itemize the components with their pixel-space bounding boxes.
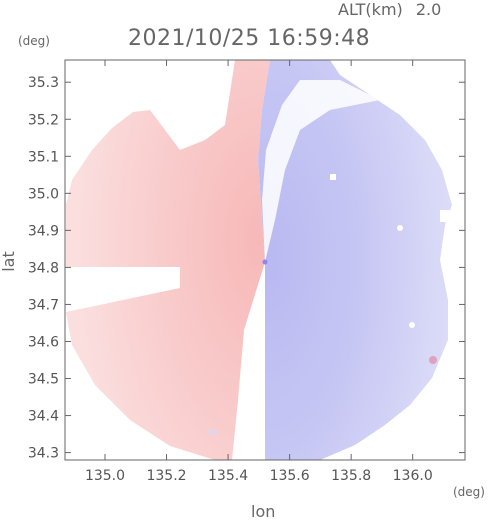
x-axis-title: lon <box>251 502 276 521</box>
negative-velocity-region <box>258 60 452 460</box>
echo-speckle <box>429 356 437 364</box>
echo-speckle <box>409 322 415 328</box>
y-tick-label: 34.6 <box>28 334 59 350</box>
positive-velocity-region <box>66 60 270 460</box>
echo-speckle <box>209 429 215 435</box>
x-tick-label: 135.6 <box>270 468 310 484</box>
x-tick-label: 136.0 <box>393 468 433 484</box>
y-tick-label: 35.3 <box>28 75 59 91</box>
radar-site-marker <box>262 259 268 265</box>
chart-title: 2021/10/25 16:59:48 <box>128 26 371 51</box>
y-tick-label: 34.3 <box>28 446 59 462</box>
altitude-name: ALT(km) <box>338 0 403 19</box>
y-tick-label: 34.9 <box>28 223 59 239</box>
x-tick-label: 135.0 <box>85 468 125 484</box>
plot-frame <box>64 59 466 461</box>
x-tick-label: 135.8 <box>331 468 371 484</box>
y-tick-label: 35.1 <box>28 149 59 165</box>
x-tick-label: 135.2 <box>146 468 186 484</box>
x-tick-label: 135.4 <box>208 468 248 484</box>
x-unit-label: (deg) <box>453 485 485 499</box>
y-tick-label: 34.8 <box>28 260 59 276</box>
echo-speckle <box>397 225 403 231</box>
y-unit-label: (deg) <box>18 34 50 48</box>
zero-velocity-band-north <box>262 80 380 262</box>
zero-velocity-band-south <box>232 262 265 460</box>
altitude-label: ALT(km) 2.0 <box>338 0 441 19</box>
y-tick-label: 34.5 <box>28 372 59 388</box>
y-tick-label: 35.2 <box>28 112 59 128</box>
y-tick-label: 35.0 <box>28 186 59 202</box>
altitude-value: 2.0 <box>415 0 442 19</box>
y-tick-label: 34.7 <box>28 297 59 313</box>
echo-speckle <box>440 210 460 222</box>
y-tick-label: 34.4 <box>28 409 59 425</box>
echo-speckle <box>330 174 336 180</box>
